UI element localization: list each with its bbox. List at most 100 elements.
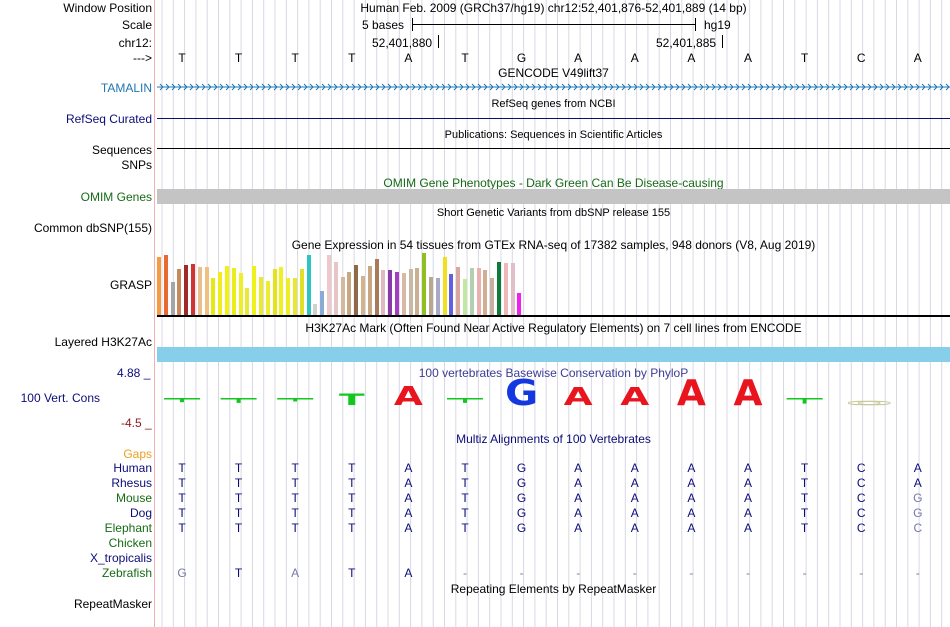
gtex-tissue-bar[interactable]	[429, 277, 433, 315]
reference-base: A	[404, 51, 413, 65]
species-label[interactable]: X_tropicalis	[89, 551, 152, 565]
gtex-tissue-bar[interactable]	[354, 265, 359, 315]
gtex-tissue-bar[interactable]	[422, 253, 427, 315]
phylop-track-label[interactable]: 100 Vert. Cons	[20, 391, 100, 405]
gtex-tissue-bar[interactable]	[381, 270, 386, 315]
gtex-expression-chart[interactable]	[0, 250, 950, 315]
reference-base: C	[856, 51, 866, 65]
gtex-tissue-bar[interactable]	[245, 288, 250, 315]
gtex-tissue-bar[interactable]	[231, 268, 236, 315]
strand-chevron	[273, 83, 278, 91]
gtex-tissue-bar[interactable]	[395, 272, 399, 315]
gtex-tissue-bar[interactable]	[157, 257, 161, 315]
gtex-tissue-bar[interactable]	[279, 267, 284, 315]
species-label[interactable]: Dog	[129, 506, 152, 520]
gtex-tissue-bar[interactable]	[177, 269, 182, 315]
gtex-tissue-bar[interactable]	[361, 276, 365, 315]
aligned-base: T	[234, 491, 243, 505]
strand-chevron	[231, 83, 236, 91]
gtex-tissue-bar[interactable]	[456, 267, 461, 315]
species-label[interactable]: Chicken	[108, 536, 152, 550]
gtex-tissue-bar[interactable]	[184, 265, 189, 315]
gtex-tissue-bar[interactable]	[469, 268, 474, 315]
gtex-tissue-bar[interactable]	[259, 277, 263, 315]
gtex-tissue-bar[interactable]	[401, 273, 406, 315]
strand-chevron	[855, 83, 860, 91]
aligned-base: T	[291, 491, 299, 505]
dbsnp-track-label[interactable]: Common dbSNP(155)	[33, 221, 152, 235]
gtex-tissue-bar[interactable]	[374, 259, 379, 315]
aligned-base: T	[234, 521, 243, 535]
gtex-tissue-bar[interactable]	[490, 278, 495, 315]
snps-label[interactable]: SNPs	[121, 158, 152, 172]
gtex-tissue-bar[interactable]	[497, 262, 501, 315]
gtex-tissue-bar[interactable]	[197, 267, 202, 315]
gtex-tissue-bar[interactable]	[517, 293, 522, 315]
gtex-tissue-bar[interactable]	[367, 266, 372, 315]
repeatmasker-track-label[interactable]: RepeatMasker	[73, 597, 152, 611]
omim-track-label[interactable]: OMIM Genes	[80, 190, 152, 204]
phylop-faded-glyph	[847, 400, 891, 406]
strand-chevron	[813, 83, 818, 91]
gtex-tissue-bar[interactable]	[347, 272, 352, 315]
gtex-tissue-bar[interactable]	[170, 282, 175, 315]
gencode-gene-feature[interactable]	[157, 81, 950, 93]
species-label[interactable]: Human	[113, 461, 152, 475]
gtex-tissue-bar[interactable]	[306, 255, 311, 315]
gtex-tissue-bar[interactable]	[293, 278, 297, 315]
species-label[interactable]: Zebrafish	[101, 566, 152, 580]
gaps-label[interactable]: Gaps	[123, 447, 152, 461]
gtex-tissue-bar[interactable]	[265, 281, 270, 315]
gtex-tissue-bar[interactable]	[204, 267, 209, 315]
strand-chevron	[681, 83, 686, 91]
gtex-tissue-bar[interactable]	[435, 278, 440, 315]
gtex-tissue-bar[interactable]	[340, 277, 345, 315]
refseq-track-label[interactable]: RefSeq Curated	[65, 112, 152, 126]
species-label[interactable]: Mouse	[115, 491, 152, 505]
aligned-base: T	[461, 491, 469, 505]
strand-chevron	[909, 83, 914, 91]
gtex-tissue-bar[interactable]	[463, 279, 467, 315]
gtex-tissue-bar[interactable]	[238, 273, 243, 315]
h3k27ac-signal[interactable]	[157, 347, 950, 362]
gtex-tissue-bar[interactable]	[313, 304, 318, 315]
aligned-base: A	[630, 491, 639, 505]
gtex-tissue-bar[interactable]	[225, 266, 229, 315]
gtex-tissue-bar[interactable]	[252, 266, 257, 315]
gtex-tissue-bar[interactable]	[320, 291, 325, 315]
gtex-tissue-bar[interactable]	[503, 263, 508, 315]
strand-chevron	[357, 83, 362, 91]
gtex-tissue-bar[interactable]	[327, 255, 331, 315]
gtex-tissue-bar[interactable]	[476, 268, 481, 315]
gencode-gene-label[interactable]: TAMALIN	[100, 81, 152, 95]
gtex-tissue-bar[interactable]	[415, 268, 420, 315]
gtex-tissue-bar[interactable]	[442, 257, 447, 315]
gtex-tissue-bar[interactable]	[299, 269, 304, 315]
omim-gene-feature[interactable]	[157, 189, 950, 204]
aligned-base: G	[516, 461, 527, 475]
gtex-tissue-bar[interactable]	[286, 278, 291, 315]
gtex-tissue-bar[interactable]	[449, 274, 454, 315]
strand-chevron	[321, 83, 326, 91]
gtex-tissue-bar[interactable]	[333, 262, 338, 315]
gtex-tissue-bar[interactable]	[191, 264, 195, 315]
gtex-tissue-bar[interactable]	[163, 255, 168, 315]
strand-chevron	[333, 83, 338, 91]
strand-chevron	[345, 83, 350, 91]
strand-chevron	[471, 83, 476, 91]
h3k27ac-track-label[interactable]: Layered H3K27Ac	[54, 335, 152, 349]
species-label[interactable]: Elephant	[104, 521, 152, 535]
species-label[interactable]: Rhesus	[111, 476, 152, 490]
gtex-tissue-bar[interactable]	[510, 263, 515, 315]
gtex-tissue-bar[interactable]	[388, 270, 393, 315]
gtex-track-label[interactable]: GRASP	[109, 278, 152, 292]
gtex-tissue-bar[interactable]	[272, 269, 277, 315]
gtex-tissue-bar[interactable]	[218, 272, 223, 315]
gtex-tissue-bar[interactable]	[483, 270, 488, 315]
publications-track-label[interactable]: Sequences	[91, 143, 152, 157]
gtex-tissue-bar[interactable]	[211, 278, 216, 315]
strand-chevron	[243, 83, 248, 91]
refseq-gene-line[interactable]	[157, 118, 950, 119]
gtex-tissue-bar[interactable]	[408, 269, 413, 315]
